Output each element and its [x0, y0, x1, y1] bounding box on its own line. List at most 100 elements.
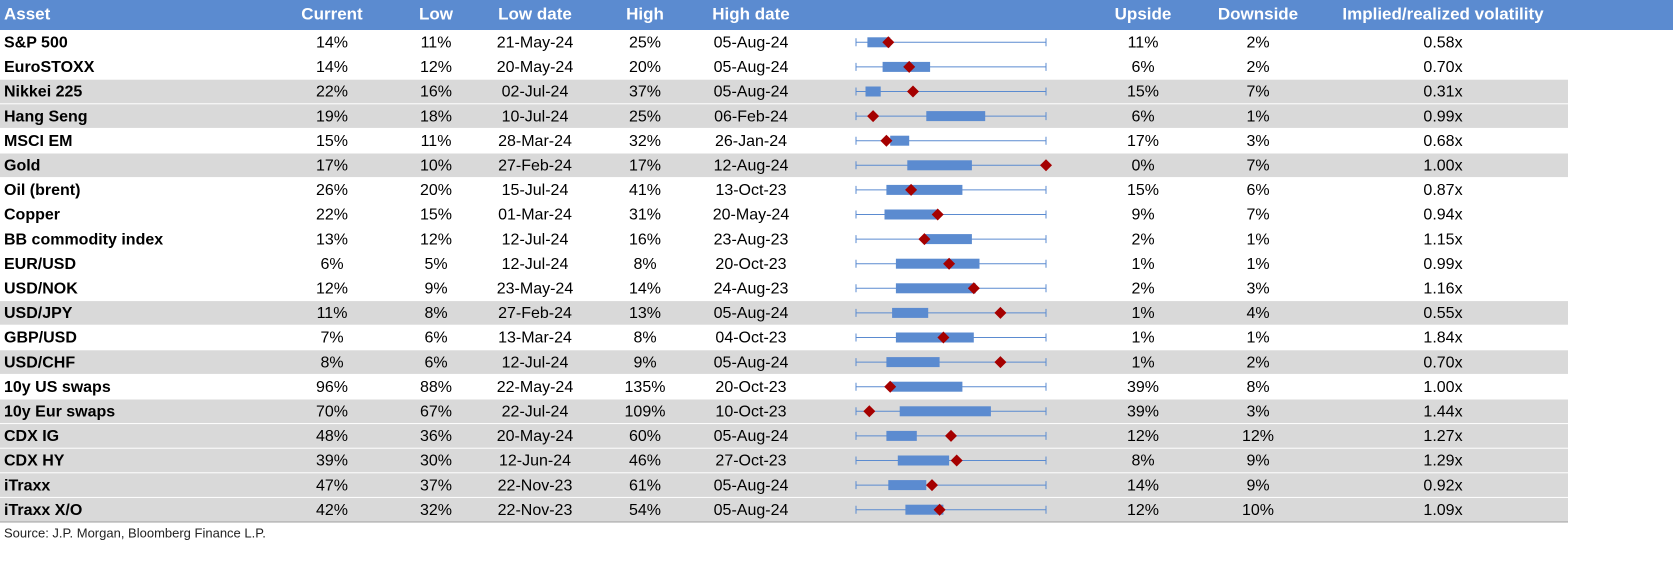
cell: 12-Aug-24 [714, 158, 789, 175]
range-box [884, 209, 938, 220]
column-header: Low date [498, 4, 572, 23]
cell: 25% [629, 108, 661, 125]
cell: 05-Aug-24 [714, 428, 789, 445]
cell: 19% [316, 108, 348, 125]
range-box [895, 258, 980, 269]
asset-name: 10y US swaps [4, 379, 111, 396]
asset-name: Oil (brent) [4, 182, 80, 199]
asset-name: GBP/USD [4, 330, 77, 347]
asset-name: S&P 500 [4, 35, 68, 52]
range-box [890, 135, 910, 146]
cell: 01-Mar-24 [498, 207, 572, 224]
cell: 39% [1127, 379, 1159, 396]
cell: 02-Jul-24 [502, 84, 569, 101]
cell: 36% [420, 428, 452, 445]
cell: 0.31x [1423, 84, 1462, 101]
cell: 2% [1246, 354, 1269, 371]
range-box [892, 307, 929, 318]
cell: 9% [633, 354, 656, 371]
range-box [926, 111, 986, 122]
cell: 15% [316, 133, 348, 150]
asset-name: USD/NOK [4, 281, 78, 298]
cell: 0.68x [1423, 133, 1462, 150]
cell: 15% [1127, 84, 1159, 101]
cell: 8% [424, 305, 447, 322]
cell: 6% [424, 354, 447, 371]
range-box [895, 283, 976, 294]
range-box [897, 455, 950, 466]
cell: 05-Aug-24 [714, 305, 789, 322]
cell: 1.00x [1423, 379, 1462, 396]
cell: 7% [1246, 158, 1269, 175]
cell: 23-Aug-23 [714, 231, 789, 248]
row-shade [0, 424, 1568, 448]
cell: 28-Mar-24 [498, 133, 572, 150]
current-marker [945, 429, 957, 442]
cell: 7% [320, 330, 343, 347]
current-marker [880, 134, 893, 147]
cell: 27-Feb-24 [498, 305, 572, 322]
cell: 70% [316, 404, 348, 421]
cell: 9% [1246, 453, 1269, 470]
cell: 26% [316, 182, 348, 199]
cell: 14% [629, 281, 661, 298]
cell: 6% [1131, 108, 1154, 125]
cell: 1.15x [1423, 231, 1462, 248]
cell: 27-Feb-24 [498, 158, 572, 175]
range-box [888, 480, 927, 491]
cell: 6% [1246, 182, 1269, 199]
asset-name: MSCI EM [4, 133, 72, 150]
column-header: Implied/realized volatility [1342, 4, 1544, 23]
range-box [907, 160, 972, 171]
current-marker [863, 405, 876, 418]
asset-name: Nikkei 225 [4, 84, 82, 101]
asset-name: USD/JPY [4, 305, 73, 322]
source-note: Source: J.P. Morgan, Bloomberg Finance L… [4, 525, 266, 540]
cell: 47% [316, 477, 348, 494]
cell: 1% [1131, 305, 1154, 322]
cell: 22-Jul-24 [502, 404, 569, 421]
range-box [886, 184, 963, 195]
cell: 6% [320, 256, 343, 273]
range-box [890, 381, 963, 392]
cell: 8% [633, 330, 656, 347]
cell: 0.70x [1423, 354, 1462, 371]
cell: 15% [1127, 182, 1159, 199]
current-marker [905, 183, 918, 196]
cell: 1% [1131, 256, 1154, 273]
current-marker [884, 380, 897, 393]
cell: 27-Oct-23 [715, 453, 786, 470]
range-box [905, 504, 944, 515]
cell: 21-May-24 [497, 35, 574, 52]
cell: 7% [1246, 207, 1269, 224]
cell: 5% [424, 256, 447, 273]
range-box [899, 406, 991, 417]
cell: 12% [316, 281, 348, 298]
cell: 4% [1246, 305, 1269, 322]
cell: 12% [420, 59, 452, 76]
cell: 0.92x [1423, 477, 1462, 494]
cell: 42% [316, 502, 348, 519]
column-header: Upside [1115, 4, 1172, 23]
cell: 67% [420, 404, 452, 421]
asset-name: Gold [4, 158, 40, 175]
cell: 11% [317, 305, 348, 322]
cell: 9% [424, 281, 447, 298]
row-shade [0, 153, 1568, 178]
column-header: Low [419, 4, 454, 23]
cell: 20-May-24 [713, 207, 790, 224]
cell: 14% [316, 35, 348, 52]
cell: 12-Jun-24 [499, 453, 571, 470]
cell: 0% [1131, 158, 1154, 175]
row-shade [0, 497, 1568, 522]
cell: 13% [629, 305, 661, 322]
row-shade [0, 301, 1568, 325]
cell: 1.16x [1423, 281, 1462, 298]
cell: 20% [629, 59, 661, 76]
cell: 15% [420, 207, 452, 224]
cell: 10-Oct-23 [715, 404, 786, 421]
cell: 9% [1131, 207, 1154, 224]
cell: 22-Nov-23 [498, 502, 573, 519]
